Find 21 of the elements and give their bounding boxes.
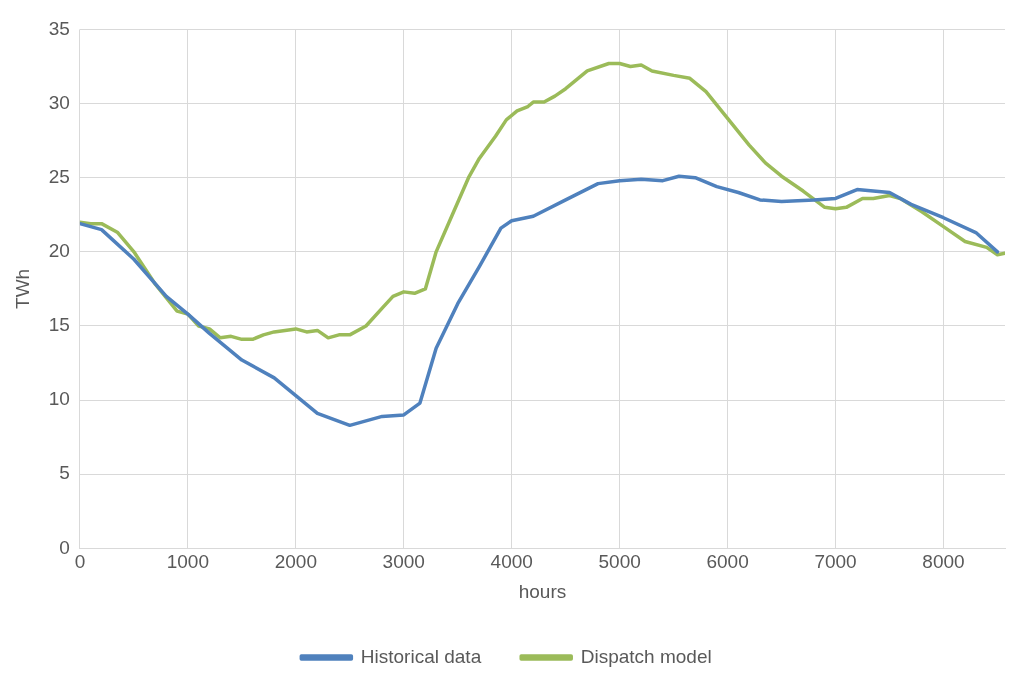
- y-tick-label: 30: [48, 91, 70, 113]
- x-tick-label: 1000: [166, 551, 210, 573]
- x-tick-label: 4000: [490, 551, 533, 573]
- x-tick-label: 8000: [922, 551, 965, 573]
- x-tick-label: 5000: [598, 551, 641, 573]
- y-axis-title: TWh: [11, 268, 33, 309]
- x-tick-label: 0: [74, 551, 86, 573]
- x-tick-label: 7000: [814, 551, 857, 573]
- x-tick-label: 6000: [706, 551, 749, 573]
- y-tick-label: 5: [59, 462, 70, 484]
- x-axis-title: hours: [518, 580, 567, 602]
- y-tick-label: 25: [48, 165, 70, 187]
- x-tick-label: 2000: [274, 551, 317, 573]
- legend-label: Dispatch model: [580, 645, 712, 667]
- y-tick-label: 0: [59, 536, 70, 558]
- legend-label: Historical data: [360, 645, 482, 667]
- y-tick-label: 15: [48, 314, 70, 336]
- y-tick-label: 20: [48, 240, 70, 262]
- x-tick-label: 3000: [382, 551, 425, 573]
- y-tick-label: 35: [48, 17, 70, 39]
- y-tick-label: 10: [48, 388, 70, 410]
